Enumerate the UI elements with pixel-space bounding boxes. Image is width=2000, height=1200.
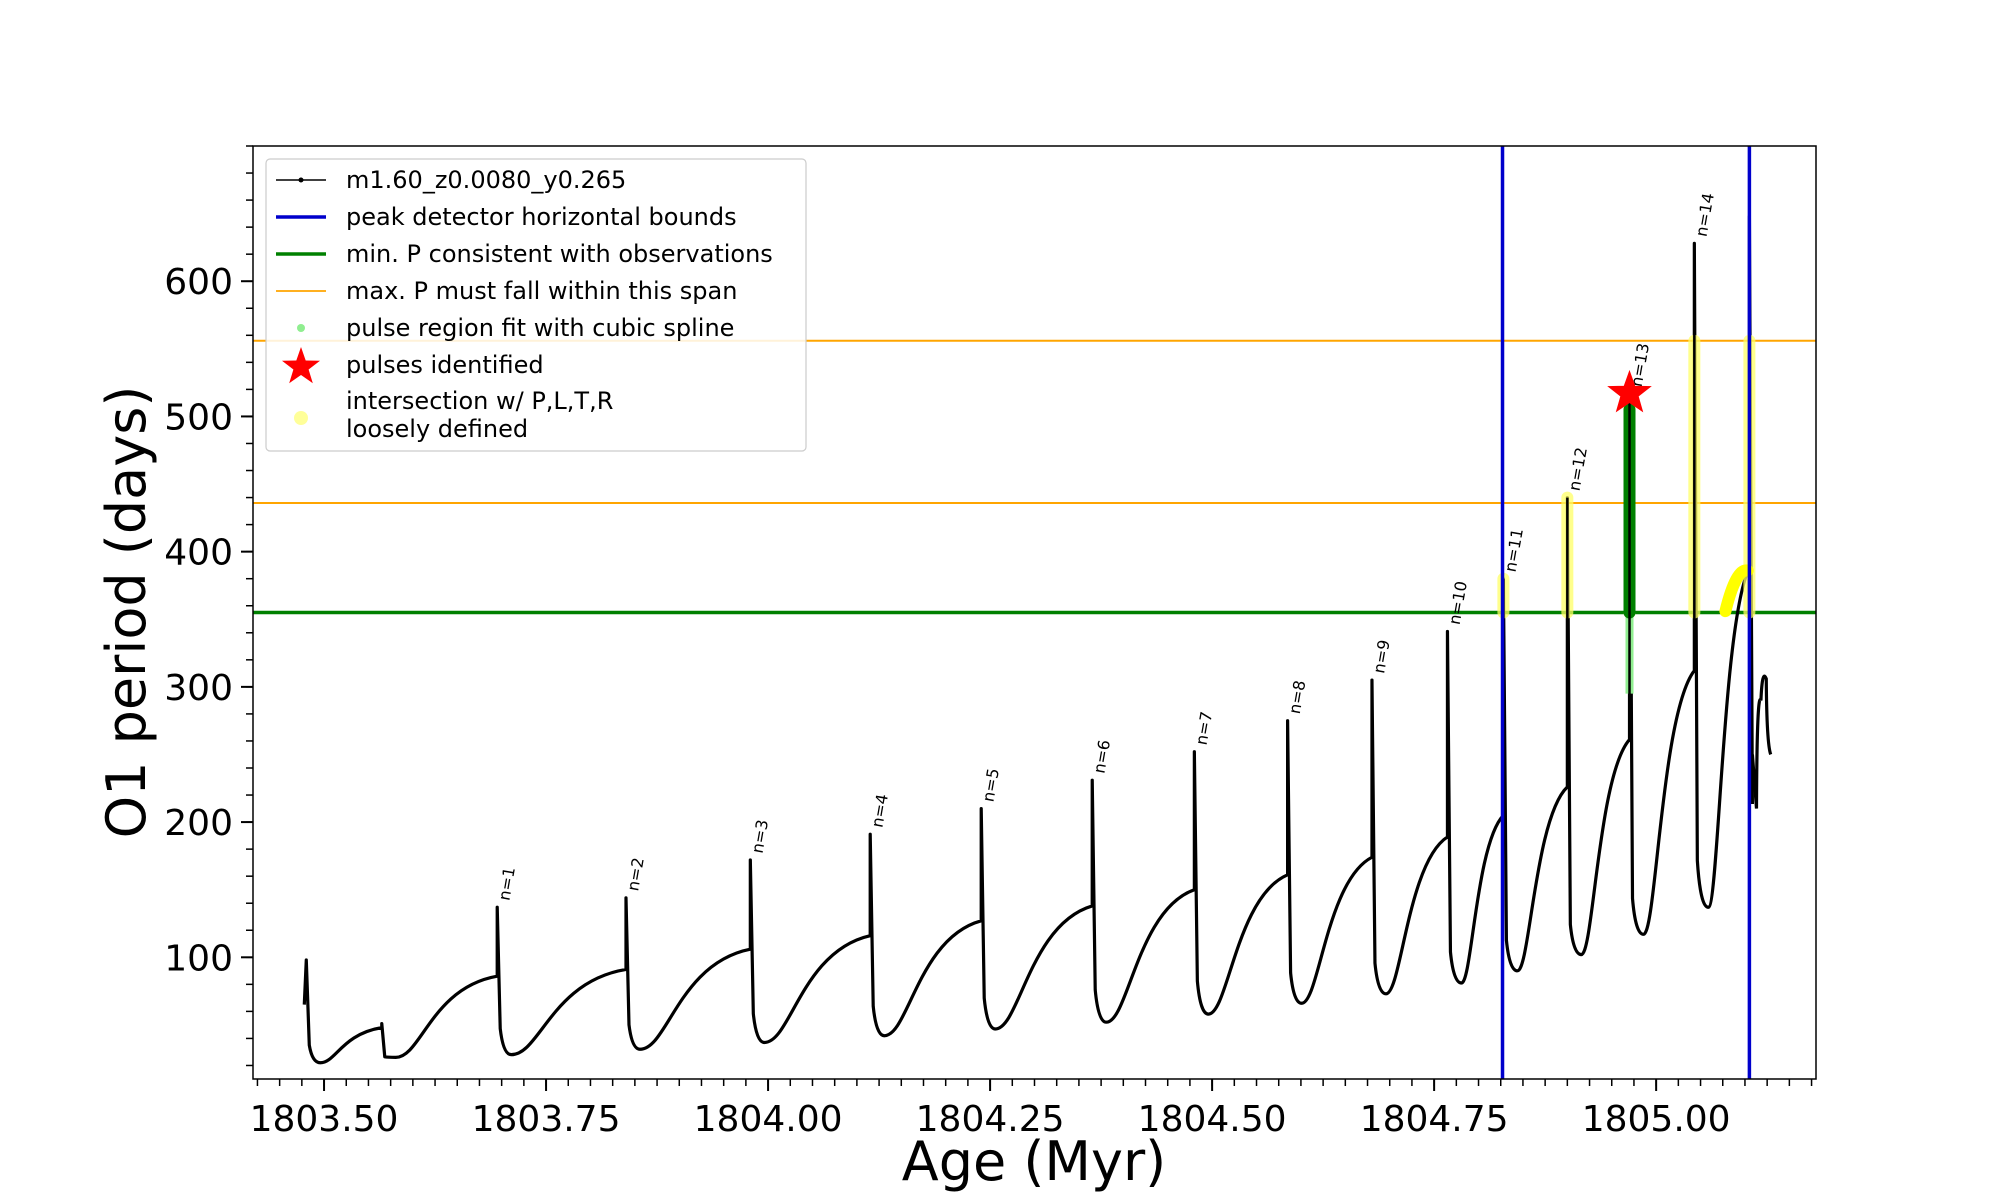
pulse-label-n=2: n=2 bbox=[623, 856, 648, 893]
pulse-label-n=14: n=14 bbox=[1692, 192, 1718, 239]
y-tick-label: 100 bbox=[164, 938, 233, 979]
pulse-label-n=4: n=4 bbox=[867, 792, 892, 829]
legend-box bbox=[265, 158, 807, 452]
x-tick-label: 1804.75 bbox=[1360, 1099, 1509, 1140]
x-tick-label: 1804.25 bbox=[916, 1099, 1065, 1140]
legend-label-1: peak detector horizontal bounds bbox=[346, 203, 737, 231]
pulse-label-n=12: n=12 bbox=[1565, 446, 1591, 493]
x-axis-label: Age (Myr) bbox=[902, 1130, 1167, 1193]
x-tick-label: 1805.00 bbox=[1582, 1099, 1731, 1140]
x-tick-label: 1804.00 bbox=[694, 1099, 843, 1140]
y-tick-label: 600 bbox=[164, 262, 233, 303]
intersection-hump bbox=[1719, 564, 1754, 618]
pulse-label-n=9: n=9 bbox=[1369, 638, 1394, 675]
x-tick-label: 1804.50 bbox=[1138, 1099, 1287, 1140]
x-tick-label: 1803.50 bbox=[250, 1099, 399, 1140]
y-tick-label: 500 bbox=[164, 397, 233, 438]
y-tick-label: 400 bbox=[164, 533, 233, 574]
legend-label-5: pulses identified bbox=[346, 351, 544, 379]
legend-marker-star bbox=[282, 347, 320, 384]
legend-label-2: min. P consistent with observations bbox=[346, 240, 773, 268]
legend-label-6: intersection w/ P,L,T,R bbox=[346, 387, 613, 415]
pulse-identified-star bbox=[1607, 369, 1652, 413]
pulse-label-n=7: n=7 bbox=[1192, 710, 1217, 747]
plot-area: n=1 n=2 n=3 n=4 n=5 n=6 n=7 n=8 n=9 n=10 n=11 n=12 n… bbox=[253, 146, 1816, 1079]
legend-marker-circle bbox=[294, 411, 308, 425]
pulse-label-n=8: n=8 bbox=[1285, 679, 1310, 716]
pulse-label-n=5: n=5 bbox=[978, 767, 1003, 804]
legend-marker-dot bbox=[298, 177, 304, 183]
y-axis-label: O1 period (days) bbox=[95, 386, 158, 839]
legend-label-4: pulse region fit with cubic spline bbox=[346, 314, 734, 342]
pulse-label-n=3: n=3 bbox=[748, 818, 773, 855]
legend-label-6-line2: loosely defined bbox=[346, 415, 528, 443]
period-curve-tail bbox=[1750, 674, 1773, 809]
legend-label-0: m1.60_z0.0080_y0.265 bbox=[346, 166, 626, 194]
y-tick-label: 200 bbox=[164, 803, 233, 844]
legend-marker-dot bbox=[297, 324, 305, 332]
pulse-label-n=11: n=11 bbox=[1501, 527, 1527, 574]
axes: 1803.50 1803.75 1804.00 1804.25 1804.50 1804.… bbox=[164, 145, 1813, 1140]
period-curve bbox=[302, 214, 1754, 1065]
legend-label-3: max. P must fall within this span bbox=[346, 277, 737, 305]
pulse-label-n=10: n=10 bbox=[1445, 580, 1471, 627]
y-tick-label: 300 bbox=[164, 668, 233, 709]
x-tick-label: 1803.75 bbox=[472, 1099, 621, 1140]
pulse-label-n=6: n=6 bbox=[1089, 738, 1114, 775]
pulse-label-n=1: n=1 bbox=[494, 865, 519, 902]
